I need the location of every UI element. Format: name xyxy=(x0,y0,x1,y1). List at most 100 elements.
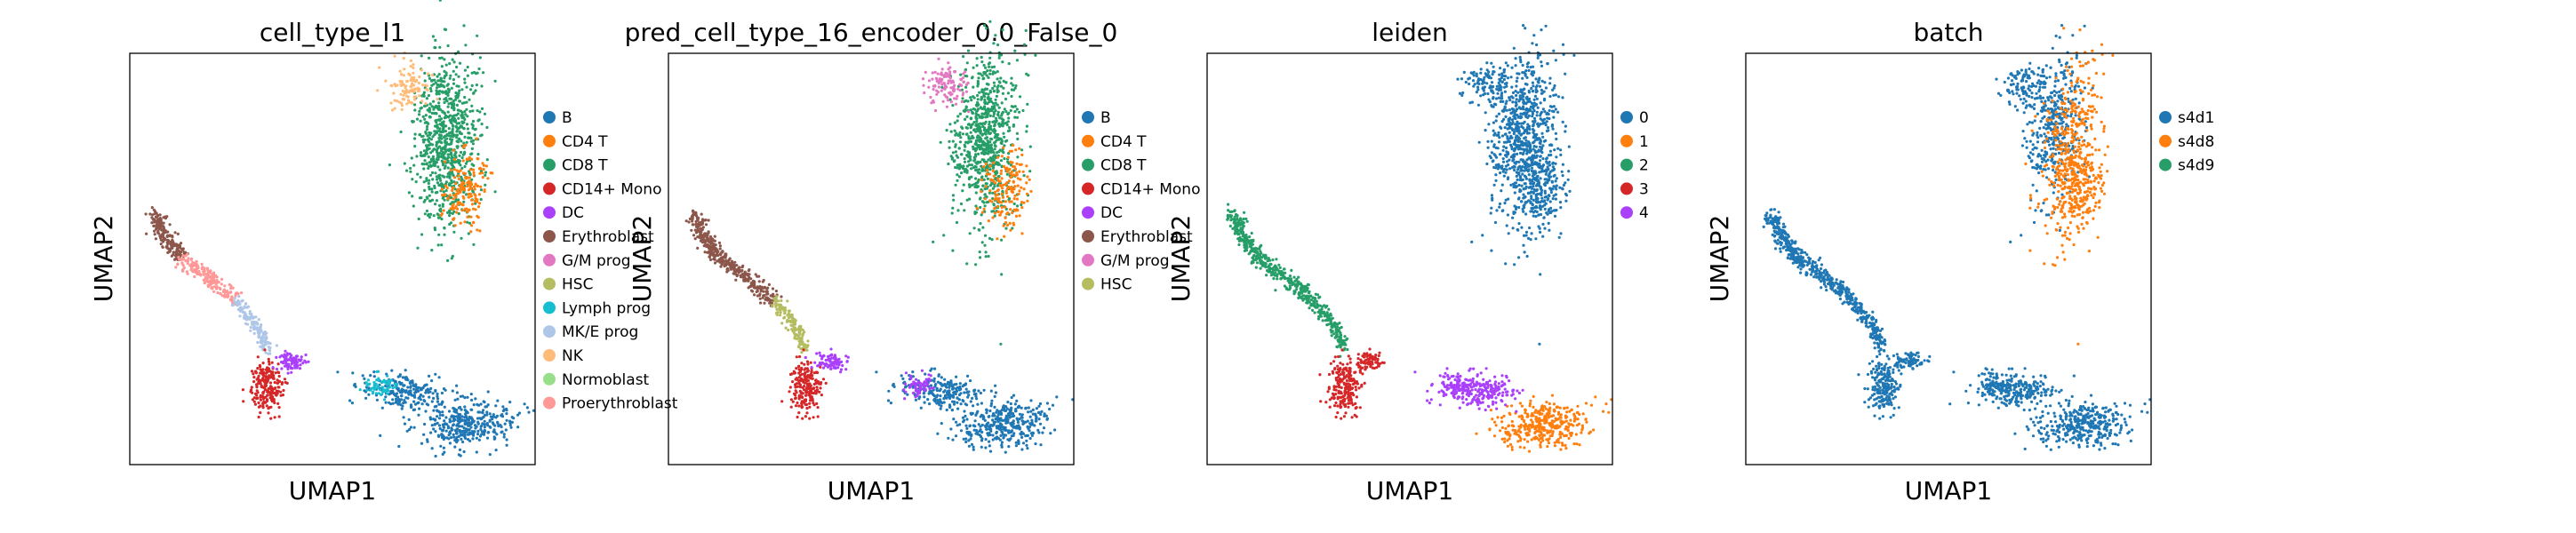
data-point xyxy=(944,384,948,388)
data-point xyxy=(789,323,793,327)
data-point xyxy=(436,178,439,181)
data-point xyxy=(987,83,990,86)
data-point xyxy=(798,330,802,334)
data-point xyxy=(924,378,928,381)
data-point xyxy=(468,428,471,432)
data-point xyxy=(154,237,157,241)
data-point xyxy=(441,413,444,418)
data-point xyxy=(980,445,983,449)
data-point xyxy=(452,423,455,426)
data-point xyxy=(156,213,160,218)
data-point xyxy=(1000,123,1004,126)
data-point xyxy=(963,160,967,163)
data-point xyxy=(390,84,394,88)
data-point xyxy=(523,402,526,406)
data-point xyxy=(1004,450,1007,454)
data-point xyxy=(983,147,987,151)
data-point xyxy=(419,119,422,123)
data-point xyxy=(438,127,442,131)
data-point xyxy=(404,389,408,393)
data-point xyxy=(389,402,393,406)
data-point xyxy=(413,395,417,399)
data-point xyxy=(998,213,1002,217)
data-point xyxy=(1000,155,1004,158)
data-point xyxy=(808,405,812,409)
data-point xyxy=(436,400,439,403)
data-point xyxy=(150,216,154,219)
data-point xyxy=(804,381,807,385)
data-point xyxy=(976,402,980,406)
data-point xyxy=(949,155,953,158)
data-point xyxy=(275,355,278,359)
data-point xyxy=(754,273,757,276)
data-point xyxy=(420,54,423,58)
data-point xyxy=(443,112,446,115)
data-point xyxy=(256,322,260,326)
data-point xyxy=(476,119,480,123)
data-point xyxy=(993,120,996,123)
data-point xyxy=(980,60,984,64)
data-point xyxy=(444,134,447,138)
data-point xyxy=(427,166,430,171)
data-point xyxy=(446,110,450,114)
data-point xyxy=(476,214,479,218)
legend-marker xyxy=(543,134,556,147)
data-point xyxy=(400,80,404,84)
data-point xyxy=(996,132,1000,137)
data-point xyxy=(508,423,512,427)
data-point xyxy=(1034,53,1037,57)
data-point xyxy=(772,292,775,296)
data-point xyxy=(486,390,490,394)
data-point xyxy=(773,299,777,303)
data-point xyxy=(446,211,450,214)
data-point xyxy=(998,179,1002,183)
data-point xyxy=(1007,116,1011,120)
data-point xyxy=(436,213,440,217)
data-point xyxy=(949,100,953,104)
data-point xyxy=(468,192,473,195)
data-point xyxy=(466,74,469,77)
data-point xyxy=(1016,184,1020,187)
data-point xyxy=(397,380,401,384)
data-point xyxy=(459,221,462,225)
data-point xyxy=(458,137,461,140)
data-point xyxy=(253,327,257,330)
data-point xyxy=(692,211,696,214)
data-point xyxy=(1007,126,1012,130)
data-point xyxy=(286,371,290,375)
data-point xyxy=(987,76,990,79)
data-point xyxy=(422,94,426,98)
data-point xyxy=(421,138,425,141)
data-point xyxy=(436,415,439,418)
data-point xyxy=(174,251,178,254)
data-point xyxy=(407,90,411,94)
data-point xyxy=(1022,174,1026,178)
data-point xyxy=(492,428,496,432)
data-point xyxy=(423,198,427,202)
data-point xyxy=(961,189,964,193)
data-point xyxy=(967,152,971,155)
data-point xyxy=(443,100,446,105)
legend-item: MK/E prog xyxy=(543,323,638,341)
data-point xyxy=(440,435,444,440)
data-point xyxy=(265,331,268,335)
data-point xyxy=(270,361,274,364)
data-point xyxy=(963,148,966,152)
data-point xyxy=(456,187,460,191)
data-point xyxy=(768,298,772,302)
data-point xyxy=(437,136,441,140)
data-point xyxy=(267,360,271,363)
data-point xyxy=(948,405,952,409)
data-point xyxy=(927,378,931,381)
data-point xyxy=(183,251,187,255)
data-point xyxy=(474,194,477,197)
data-point xyxy=(991,169,995,172)
data-point xyxy=(987,254,990,259)
data-point xyxy=(441,109,444,113)
legend-item: DC xyxy=(543,204,584,222)
data-point xyxy=(440,402,444,405)
data-point xyxy=(997,106,1001,109)
data-point xyxy=(400,107,404,111)
data-point xyxy=(417,396,420,400)
data-point xyxy=(991,101,996,105)
